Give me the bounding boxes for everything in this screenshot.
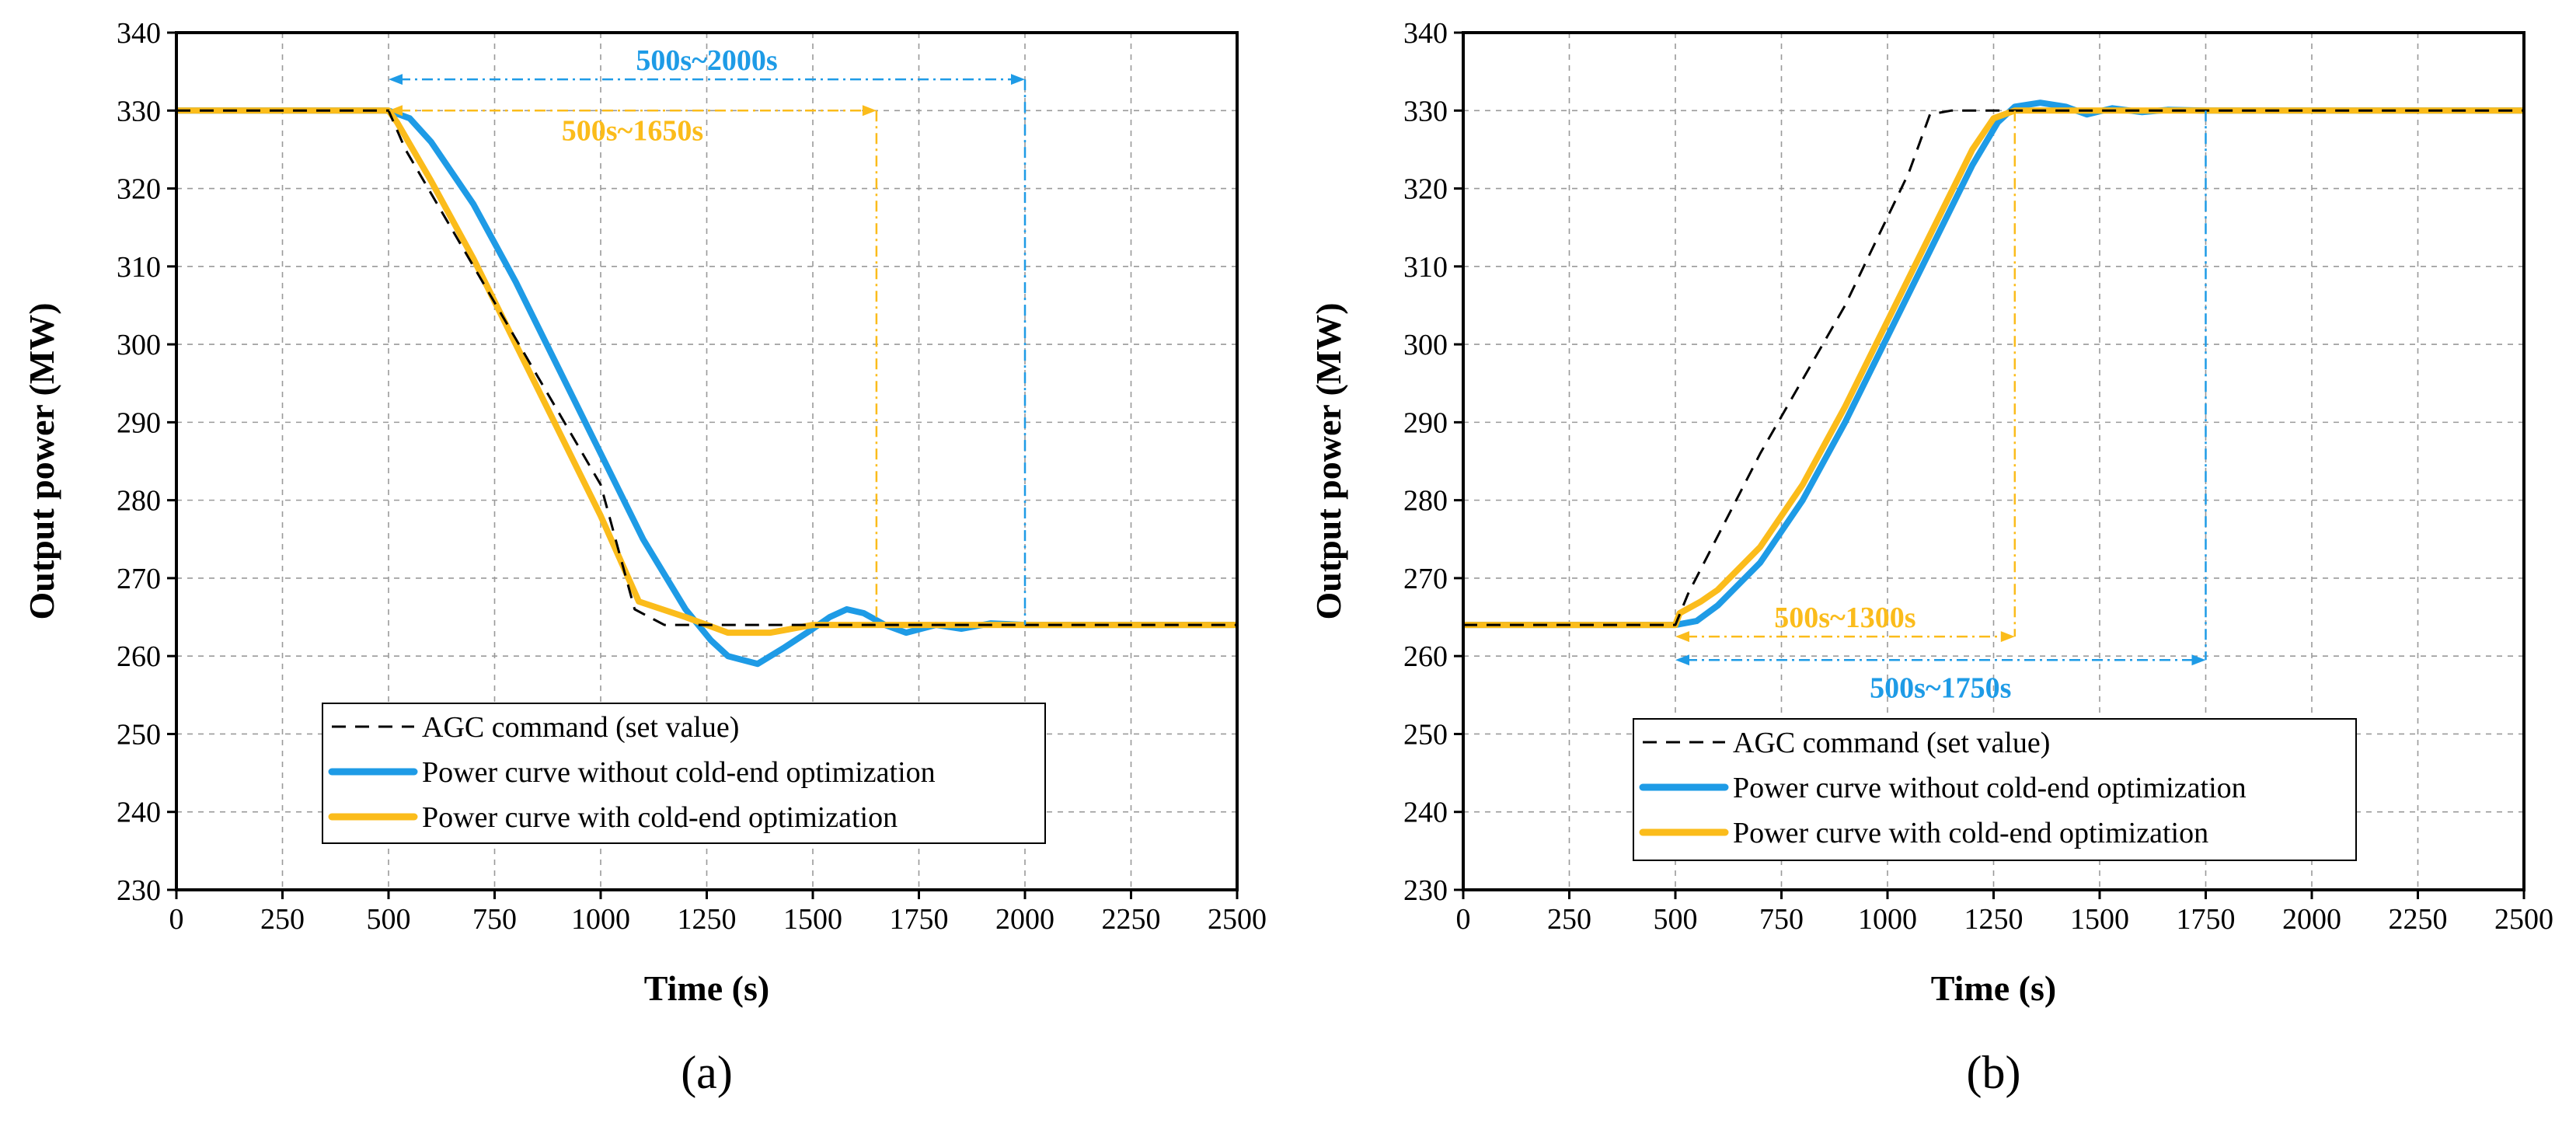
x-tick-label: 1500 [783, 903, 842, 936]
x-tick-label: 1500 [2070, 903, 2129, 936]
y-tick-label: 320 [117, 173, 161, 206]
y-tick-label: 230 [117, 874, 161, 907]
legend-box [1633, 718, 2357, 861]
y-tick-label: 240 [117, 797, 161, 829]
annotation-arrowhead-right [862, 105, 877, 117]
x-tick-label: 250 [1547, 903, 1591, 936]
legend-label: Power curve with cold-end optimization [422, 801, 898, 834]
plot-frame [1462, 31, 2525, 891]
annotation-label: 500s~1750s [1870, 671, 2011, 704]
legend-label: AGC command (set value) [1733, 727, 2050, 759]
y-tick-label: 330 [1403, 95, 1448, 127]
power-curve-with-optimization-line [1463, 107, 2524, 629]
x-tick-label: 1750 [2177, 903, 2236, 936]
y-tick-label: 240 [1403, 797, 1448, 829]
y-tick-label: 250 [117, 718, 161, 751]
y-axis-title: Output power (MW) [1309, 302, 1348, 619]
x-tick-label: 2000 [2282, 903, 2341, 936]
annotation-label: 500s~2000s [636, 44, 777, 77]
x-tick-label: 2000 [995, 903, 1054, 936]
x-tick-label: 1750 [890, 903, 949, 936]
x-tick-label: 1250 [678, 903, 737, 936]
annotation-arrowhead-left [1675, 654, 1689, 666]
y-tick-label: 290 [1403, 406, 1448, 439]
annotation-0: 500s~2000s [389, 44, 1027, 626]
legend-box [322, 703, 1046, 844]
x-tick-label: 750 [472, 903, 517, 936]
x-tick-label: 0 [1456, 903, 1471, 936]
annotation-arrowhead-right [1011, 74, 1025, 85]
y-tick-label: 320 [1403, 173, 1448, 206]
legend-label: Power curve without cold-end optimizatio… [422, 756, 936, 789]
annotation-0: 500s~1300s [1675, 110, 2017, 643]
y-tick-label: 340 [117, 17, 161, 50]
legend: AGC command (set value) Power curve witho… [322, 703, 1046, 844]
y-tick-label: 310 [1403, 251, 1448, 284]
legend-label: AGC command (set value) [422, 711, 739, 744]
y-axis-title: Output power (MW) [22, 302, 61, 619]
x-tick-label: 500 [1654, 903, 1698, 936]
annotation-arrowhead-left [1675, 631, 1689, 643]
x-tick-label: 750 [1759, 903, 1804, 936]
x-axis-title: Time (s) [644, 968, 769, 1008]
x-tick-label: 2250 [1102, 903, 1161, 936]
annotation-arrowhead-right [2000, 631, 2015, 643]
x-tick-label: 2500 [1208, 903, 1267, 936]
y-tick-label: 230 [1403, 874, 1448, 907]
y-tick-label: 250 [1403, 718, 1448, 751]
y-tick-label: 300 [1403, 329, 1448, 361]
panel-label: (a) [681, 1047, 733, 1098]
x-tick-label: 250 [260, 903, 305, 936]
y-tick-label: 310 [117, 251, 161, 284]
annotation-1: 500s~1750s [1675, 110, 2207, 704]
y-tick-label: 280 [117, 485, 161, 518]
y-tick-label: 290 [117, 406, 161, 439]
y-tick-label: 330 [117, 95, 161, 127]
annotation-arrowhead-right [2191, 654, 2206, 666]
annotation-arrowhead-left [389, 74, 403, 85]
x-tick-label: 2500 [2494, 903, 2553, 936]
chart-panel-a: 0 250 500 750 1000 1250 1500 1750 2000 2250 2500 23… [22, 17, 1267, 1098]
annotation-label: 500s~1650s [562, 114, 703, 147]
x-tick-label: 1250 [1964, 903, 2024, 936]
chart-panel-b: 0 250 500 750 1000 1250 1500 1750 2000 2250 2500 23… [1309, 17, 2553, 1098]
y-tick-label: 280 [1403, 485, 1448, 518]
agc-command-line [1463, 109, 2524, 626]
x-tick-label: 1000 [571, 903, 630, 936]
x-tick-label: 2250 [2389, 903, 2448, 936]
x-tick-label: 0 [169, 903, 184, 936]
agc-command-line [176, 109, 1237, 626]
power-curve-with-optimization-line [176, 107, 1237, 636]
annotation-1: 500s~1650s [389, 105, 878, 626]
annotation-label: 500s~1300s [1774, 602, 1915, 634]
y-tick-label: 270 [117, 563, 161, 595]
annotation-arrowhead-left [389, 105, 403, 117]
plot-frame [175, 31, 1239, 891]
panel-label: (b) [1967, 1047, 2021, 1098]
legend-label: Power curve without cold-end optimizatio… [1733, 772, 2247, 804]
legend-label: Power curve with cold-end optimization [1733, 817, 2208, 849]
y-tick-label: 340 [1403, 17, 1448, 50]
y-tick-label: 260 [1403, 640, 1448, 673]
y-tick-label: 270 [1403, 563, 1448, 595]
x-axis-title: Time (s) [1931, 968, 2056, 1008]
x-tick-label: 1000 [1858, 903, 1917, 936]
x-tick-label: 500 [367, 903, 411, 936]
y-tick-label: 300 [117, 329, 161, 361]
legend: AGC command (set value) Power curve witho… [1633, 718, 2357, 861]
y-tick-label: 260 [117, 640, 161, 673]
